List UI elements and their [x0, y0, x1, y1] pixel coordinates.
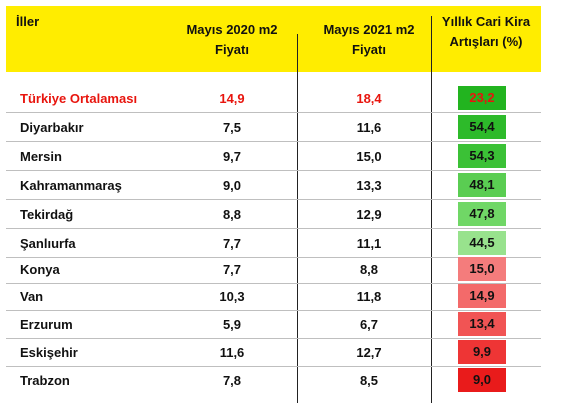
- price-2020: 7,7: [222, 236, 242, 251]
- price-2021: 18,4: [356, 91, 382, 106]
- province-name: Şanlıurfa: [20, 236, 76, 251]
- price-2020: 9,0: [222, 178, 242, 193]
- row-separator: [6, 170, 541, 171]
- price-2021: 12,7: [356, 345, 382, 360]
- row-separator: [6, 228, 541, 229]
- column-divider-1: [297, 34, 298, 403]
- row-separator: [6, 338, 541, 339]
- price-2020: 7,7: [222, 262, 242, 277]
- province-name: Erzurum: [20, 317, 73, 332]
- row-separator: [6, 141, 541, 142]
- increase-value-box: 54,4: [458, 115, 506, 139]
- row-separator: [6, 366, 541, 367]
- price-2021: 13,3: [356, 178, 382, 193]
- increase-value-box: 48,1: [458, 173, 506, 197]
- province-name: Türkiye Ortalaması: [20, 91, 138, 106]
- header-provinces: İller: [16, 14, 40, 29]
- row-separator: [6, 257, 541, 258]
- table-row-average: Türkiye Ortalaması 14,9 18,4 23,2: [6, 84, 541, 113]
- table-row: Eskişehir 11,6 12,7 9,9: [6, 338, 541, 367]
- province-name: Eskişehir: [20, 345, 78, 360]
- increase-value-box: 9,9: [458, 340, 506, 364]
- column-divider-2: [431, 16, 432, 403]
- table-row: Kahramanmaraş 9,0 13,3 48,1: [6, 171, 541, 200]
- price-2020: 9,7: [222, 149, 242, 164]
- header-may-2020-line1: Mayıs 2020 m2: [186, 22, 278, 37]
- increase-value-box: 23,2: [458, 86, 506, 110]
- header-may-2021-line2: Fiyatı: [352, 42, 386, 57]
- header-may-2021: Mayıs 2021 m2 Fiyatı: [309, 20, 429, 60]
- province-name: Mersin: [20, 149, 62, 164]
- province-name: Van: [20, 289, 44, 304]
- table-row: Mersin 9,7 15,0 54,3: [6, 142, 541, 171]
- price-2021: 11,6: [356, 120, 382, 135]
- price-2021: 12,9: [356, 207, 382, 222]
- price-2020: 10,3: [219, 289, 245, 304]
- header-may-2020-line2: Fiyatı: [215, 42, 249, 57]
- province-name: Konya: [20, 262, 60, 277]
- price-2020: 7,8: [222, 373, 242, 388]
- province-name: Tekirdağ: [20, 207, 74, 222]
- increase-value-box: 9,0: [458, 368, 506, 392]
- header-may-2020: Mayıs 2020 m2 Fiyatı: [172, 20, 292, 60]
- table-row: Diyarbakır 7,5 11,6 54,4: [6, 113, 541, 142]
- header-annual-increase-line2: Artışları (%): [449, 34, 523, 49]
- price-2020: 7,5: [222, 120, 242, 135]
- price-2021: 8,8: [359, 262, 379, 277]
- increase-value-box: 13,4: [458, 312, 506, 336]
- table-row: Erzurum 5,9 6,7 13,4: [6, 310, 541, 339]
- price-2021: 6,7: [359, 317, 379, 332]
- table-row: Tekirdağ 8,8 12,9 47,8: [6, 200, 541, 229]
- price-2021: 11,1: [356, 236, 382, 251]
- price-2020: 11,6: [219, 345, 245, 360]
- price-2021: 15,0: [356, 149, 382, 164]
- row-separator: [6, 112, 541, 113]
- table-row: Şanlıurfa 7,7 11,1 44,5: [6, 229, 541, 258]
- row-separator: [6, 310, 541, 311]
- province-name: Kahramanmaraş: [20, 178, 122, 193]
- header-annual-increase: Yıllık Cari Kira Artışları (%): [431, 12, 541, 52]
- increase-value-box: 14,9: [458, 284, 506, 308]
- table-header: İller Mayıs 2020 m2 Fiyatı Mayıs 2021 m2…: [6, 6, 541, 72]
- price-2021: 11,8: [356, 289, 382, 304]
- increase-value-box: 47,8: [458, 202, 506, 226]
- table-row: Konya 7,7 8,8 15,0: [6, 255, 541, 284]
- header-annual-increase-line1: Yıllık Cari Kira: [441, 14, 531, 29]
- increase-value-box: 44,5: [458, 231, 506, 255]
- province-name: Diyarbakır: [20, 120, 84, 135]
- increase-value-box: 15,0: [458, 257, 506, 281]
- row-separator: [6, 283, 541, 284]
- price-2020: 8,8: [222, 207, 242, 222]
- row-separator: [6, 199, 541, 200]
- header-may-2021-line1: Mayıs 2021 m2: [323, 22, 415, 37]
- price-2020: 5,9: [222, 317, 242, 332]
- price-2021: 8,5: [359, 373, 379, 388]
- table-row: Trabzon 7,8 8,5 9,0: [6, 366, 541, 395]
- increase-value-box: 54,3: [458, 144, 506, 168]
- table-row: Van 10,3 11,8 14,9: [6, 282, 541, 311]
- province-name: Trabzon: [20, 373, 70, 388]
- price-2020: 14,9: [219, 91, 245, 106]
